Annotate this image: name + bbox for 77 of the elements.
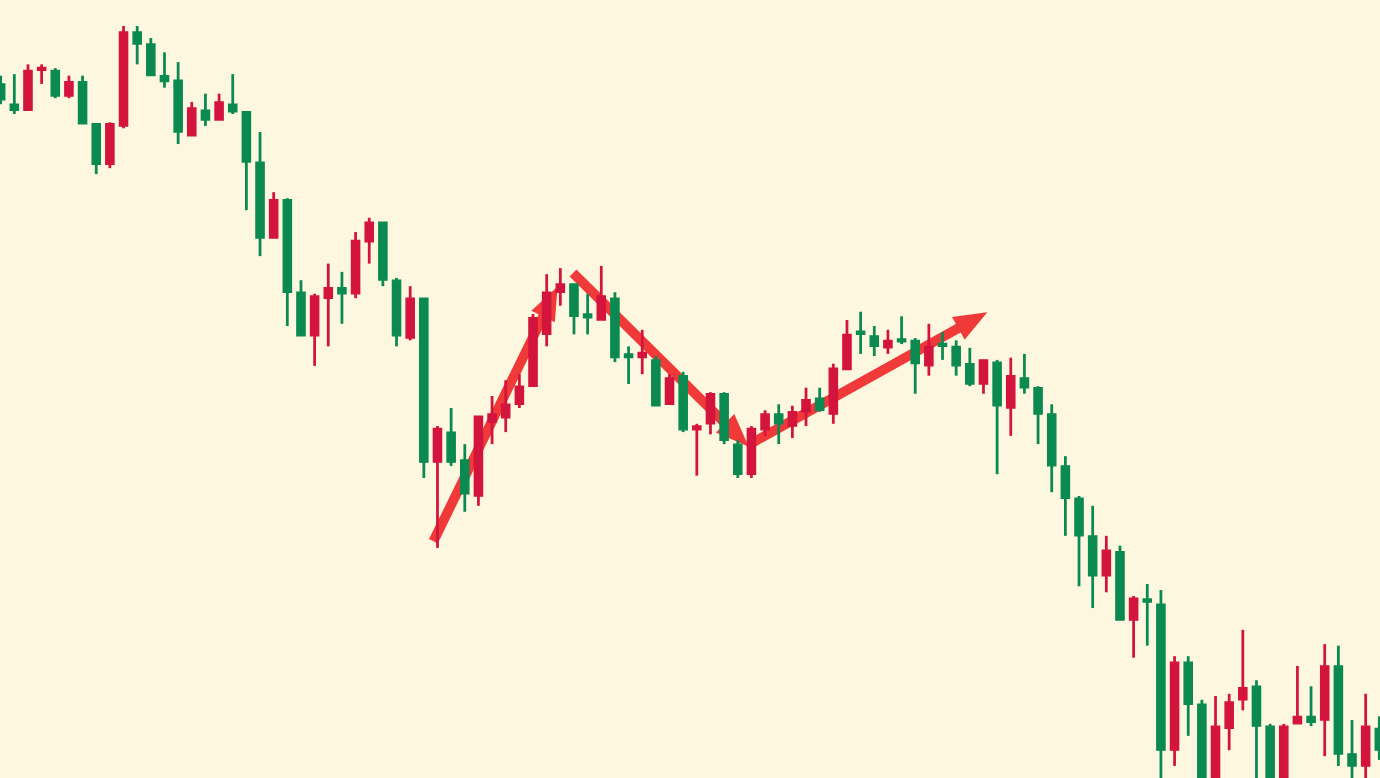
candlestick: [705, 390, 716, 436]
candlestick: [1033, 384, 1043, 446]
candlestick: [50, 66, 61, 100]
candlestick: [514, 372, 525, 410]
candlestick: [664, 372, 675, 406]
candlestick: [1224, 692, 1234, 752]
candlestick: [924, 322, 934, 378]
candlestick: [337, 270, 347, 326]
candlestick: [773, 402, 784, 446]
candlestick: [869, 324, 880, 358]
candlestick: [1005, 356, 1016, 438]
candlestick: [23, 62, 33, 112]
candlestick: [146, 36, 156, 78]
candlestick: [446, 406, 456, 468]
candlestick: [1347, 718, 1357, 778]
candlestick: [937, 330, 948, 362]
candlestick: [787, 404, 798, 440]
candlestick: [719, 390, 729, 446]
candlestick: [36, 62, 47, 86]
candlestick: [637, 328, 648, 376]
candlestick: [828, 362, 839, 426]
candlestick: [582, 292, 593, 336]
candlestick: [323, 262, 334, 348]
candlestick: [541, 272, 552, 348]
candlestick: [405, 284, 415, 342]
candlestick: [623, 344, 634, 386]
candlestick: [965, 346, 975, 388]
candlestick: [842, 318, 852, 372]
candlestick: [596, 264, 607, 322]
candlestick: [1019, 352, 1030, 396]
candlestick: [692, 422, 702, 478]
candlestick: [896, 314, 907, 346]
candlestick: [9, 72, 20, 116]
candlestick: [732, 438, 743, 480]
candlestick: [105, 120, 115, 170]
candlestick: [132, 24, 142, 66]
candlestick: [1074, 494, 1084, 588]
candlestick: [910, 336, 921, 396]
candlestick: [500, 378, 511, 434]
candlestick: [555, 266, 566, 308]
candlestick: [1292, 664, 1303, 726]
candlestick: [801, 386, 811, 428]
candlestick: [459, 442, 470, 514]
candlestick: [1306, 684, 1316, 728]
candlestick: [883, 328, 893, 356]
candlestick: [1142, 582, 1153, 648]
candlestick: [186, 100, 197, 138]
candlestick: [309, 292, 320, 368]
candlestick: [200, 92, 211, 128]
candlestick: [1183, 654, 1194, 738]
candlestick: [227, 72, 238, 116]
candlestick: [951, 338, 961, 378]
candlestick: [1251, 678, 1262, 778]
candlestick: [77, 74, 88, 126]
candlestick: [978, 358, 989, 396]
candlestick: [364, 216, 375, 266]
candlestick: [992, 358, 1002, 476]
candlestick: [569, 282, 579, 336]
candlestick: [214, 92, 224, 122]
candlestick: [268, 190, 279, 240]
candlestick: [1128, 594, 1139, 660]
candlestick: [651, 354, 661, 408]
candlestick: [1060, 454, 1071, 538]
candlestick: [1238, 628, 1248, 712]
candlestick: [746, 424, 757, 480]
candlestick: [814, 386, 825, 414]
candlestick: [91, 122, 102, 176]
candlestick: [159, 50, 170, 90]
candlestick: [1101, 534, 1112, 594]
candlestick: [432, 424, 443, 550]
candlestick: [64, 74, 74, 100]
candlestick: [760, 408, 770, 438]
candlestick: [487, 394, 497, 446]
candlestick: [296, 278, 306, 338]
candlestick: [1360, 692, 1371, 778]
candlestick: [855, 310, 866, 356]
candlestick: [1087, 504, 1098, 610]
